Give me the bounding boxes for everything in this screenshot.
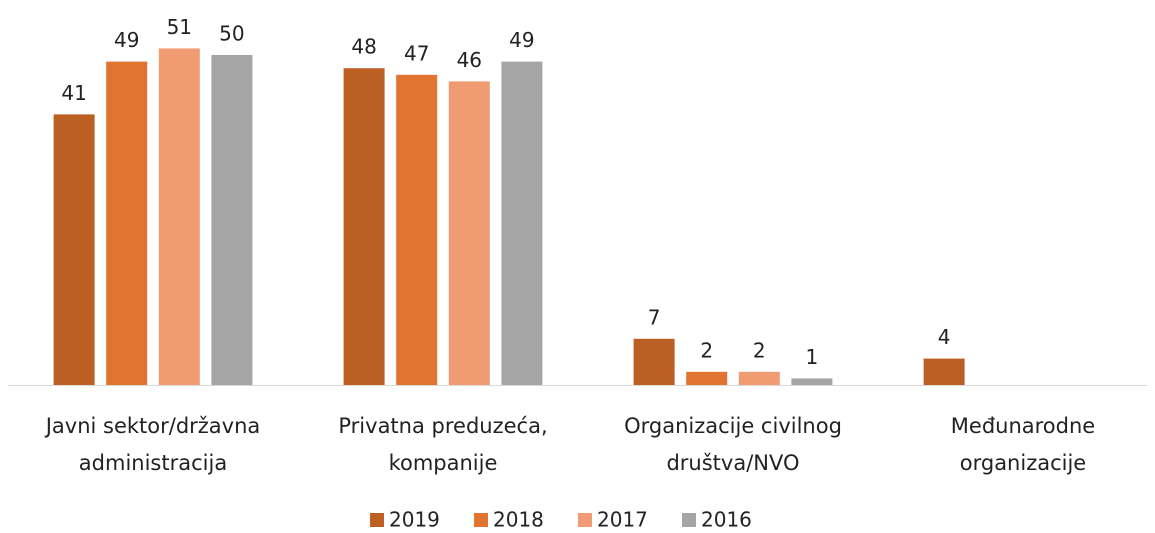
data-label: 50 xyxy=(219,22,244,46)
data-label: 4 xyxy=(938,325,951,349)
legend-label: 2018 xyxy=(493,508,544,532)
data-label: 51 xyxy=(167,15,192,39)
legend-swatch xyxy=(474,513,488,527)
data-label: 7 xyxy=(648,305,661,329)
x-tick-label: Privatna preduzeća, kompanije xyxy=(338,414,548,475)
bar xyxy=(106,61,148,385)
bar xyxy=(791,378,833,385)
data-label: 41 xyxy=(61,81,86,105)
x-tick-label: Međunarodne organizacije xyxy=(950,414,1096,475)
bar xyxy=(448,81,490,386)
legend-swatch xyxy=(578,513,592,527)
bar xyxy=(396,74,438,386)
bar xyxy=(158,48,200,386)
data-label: 49 xyxy=(509,28,534,52)
bar xyxy=(53,114,95,386)
legend-label: 2017 xyxy=(597,508,648,532)
data-label: 2 xyxy=(700,338,713,362)
x-tick-label: Organizacije civilnog društva/NVO xyxy=(624,414,842,475)
bar xyxy=(686,371,728,385)
x-tick-label: Javni sektor/državna administracija xyxy=(45,414,261,475)
legend-swatch xyxy=(682,513,696,527)
bar xyxy=(211,55,253,385)
legend-swatch xyxy=(370,513,384,527)
data-label: 47 xyxy=(404,41,429,65)
data-label: 1 xyxy=(806,345,819,369)
legend-label: 2019 xyxy=(389,508,440,532)
bar xyxy=(923,358,965,385)
bar xyxy=(738,371,780,385)
bar xyxy=(633,338,675,385)
bar xyxy=(343,68,385,385)
data-label: 2 xyxy=(753,338,766,362)
data-label: 46 xyxy=(457,48,482,72)
data-label: 48 xyxy=(351,35,376,59)
bar xyxy=(501,61,543,385)
legend-label: 2016 xyxy=(701,508,752,532)
data-label: 49 xyxy=(114,28,139,52)
